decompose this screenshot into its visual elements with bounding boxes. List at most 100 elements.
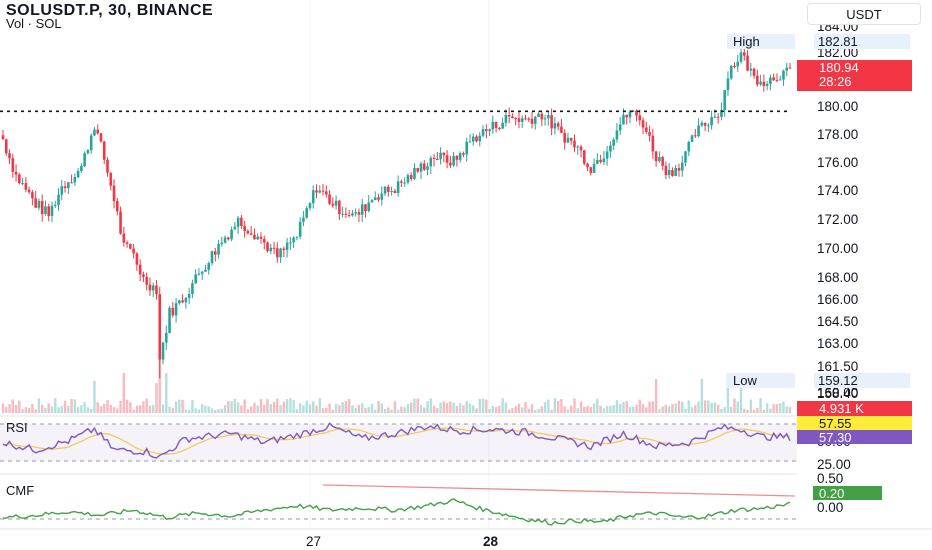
candle-body — [302, 217, 305, 222]
candle-body — [635, 110, 638, 116]
volume-bar — [553, 398, 557, 413]
candle-body — [60, 186, 64, 195]
candle-body — [390, 190, 393, 192]
volume-bar — [233, 398, 237, 413]
volume-bar — [125, 399, 129, 413]
time-axis-tick: 28 — [483, 534, 499, 549]
volume-bar — [266, 399, 269, 413]
volume-bar — [93, 381, 96, 413]
volume-bar — [612, 405, 615, 413]
candle-body — [533, 116, 537, 124]
volume-bar — [47, 403, 50, 413]
candle-body — [684, 151, 687, 163]
candle-body — [351, 213, 354, 216]
volume-bar — [743, 408, 746, 413]
candle-body — [236, 217, 240, 227]
price-axis-tick: 172.00 — [817, 212, 858, 227]
candle-body — [99, 133, 103, 142]
candle-body — [677, 168, 681, 171]
symbol-title[interactable]: SOLUSDT.P, 30, BINANCE — [6, 2, 214, 19]
candle-body — [37, 200, 41, 208]
volume-bar — [605, 406, 609, 413]
candle-body — [703, 122, 707, 126]
volume-bar — [243, 399, 246, 413]
candle-body — [710, 117, 713, 126]
candle-body — [31, 192, 34, 199]
volume-bar — [315, 405, 318, 413]
volume-bar — [305, 400, 308, 413]
candle-body — [259, 236, 263, 239]
volume-bar — [256, 405, 259, 413]
volume-bar — [380, 403, 384, 413]
candle-body — [142, 274, 145, 277]
volume-bar — [563, 406, 566, 413]
volume-bar — [145, 398, 148, 413]
candle-body — [416, 168, 420, 172]
volume-bar — [707, 400, 710, 413]
volume-legend[interactable]: Vol · SOL — [6, 16, 62, 31]
volume-bar — [658, 409, 661, 413]
volume-bar — [694, 405, 697, 413]
volume-bar — [406, 404, 410, 413]
candle-body — [687, 141, 691, 152]
candle-body — [96, 129, 100, 134]
candle-body — [716, 116, 720, 118]
volume-bar — [96, 402, 99, 413]
volume-bar — [648, 401, 651, 413]
currency-button[interactable]: USDT — [807, 3, 921, 25]
candle-body — [197, 273, 201, 275]
rsi-label[interactable]: RSI — [6, 420, 28, 435]
volume-bar — [661, 406, 664, 413]
volume-bar — [116, 408, 119, 413]
candle-body — [439, 152, 442, 160]
volume-bar — [135, 405, 139, 413]
candle-body — [11, 158, 15, 172]
candle-body — [680, 162, 684, 171]
volume-bar — [272, 401, 276, 413]
volume-bar — [641, 404, 645, 413]
candle-body — [34, 198, 37, 208]
volume-bar — [504, 402, 508, 413]
candle-body — [648, 131, 651, 136]
high-label: High — [727, 34, 795, 49]
candle-body — [377, 197, 380, 200]
candle-body — [720, 110, 723, 117]
volume-bar — [54, 398, 57, 413]
volume-bar — [769, 408, 772, 413]
candle-body — [246, 230, 250, 234]
volume-bar — [527, 408, 530, 413]
low-label: Low — [727, 373, 795, 388]
cmf-badge: 0.20 — [813, 486, 882, 501]
volume-bar — [328, 403, 331, 413]
candle-body — [733, 66, 736, 68]
volume-bar — [73, 399, 77, 413]
volume-bar — [752, 409, 756, 413]
volume-bar — [279, 405, 282, 413]
volume-bar — [357, 404, 361, 413]
candle-body — [321, 190, 325, 192]
volume-bar — [393, 401, 397, 413]
volume-bar — [325, 407, 328, 413]
volume-bar — [400, 406, 403, 413]
volume-bar — [730, 407, 733, 413]
volume-bar — [501, 398, 504, 413]
volume-bar — [86, 407, 90, 413]
candle-body — [298, 221, 302, 237]
volume-bar — [622, 401, 625, 413]
volume-bar — [583, 407, 586, 413]
candle-body — [736, 61, 740, 67]
volume-bar — [230, 401, 233, 413]
volume-bar — [615, 400, 619, 413]
volume-bar — [70, 398, 73, 413]
cmf-axis-tick: 25.00 — [817, 457, 851, 472]
volume-bar — [733, 398, 736, 413]
volume-bar — [60, 406, 63, 413]
candle-body — [279, 248, 282, 258]
volume-bar — [361, 403, 364, 413]
candle-body — [788, 67, 792, 69]
volume-bar — [191, 400, 194, 413]
cmf-label[interactable]: CMF — [6, 483, 35, 498]
candle-body — [475, 136, 478, 142]
volume-bar — [302, 405, 305, 413]
